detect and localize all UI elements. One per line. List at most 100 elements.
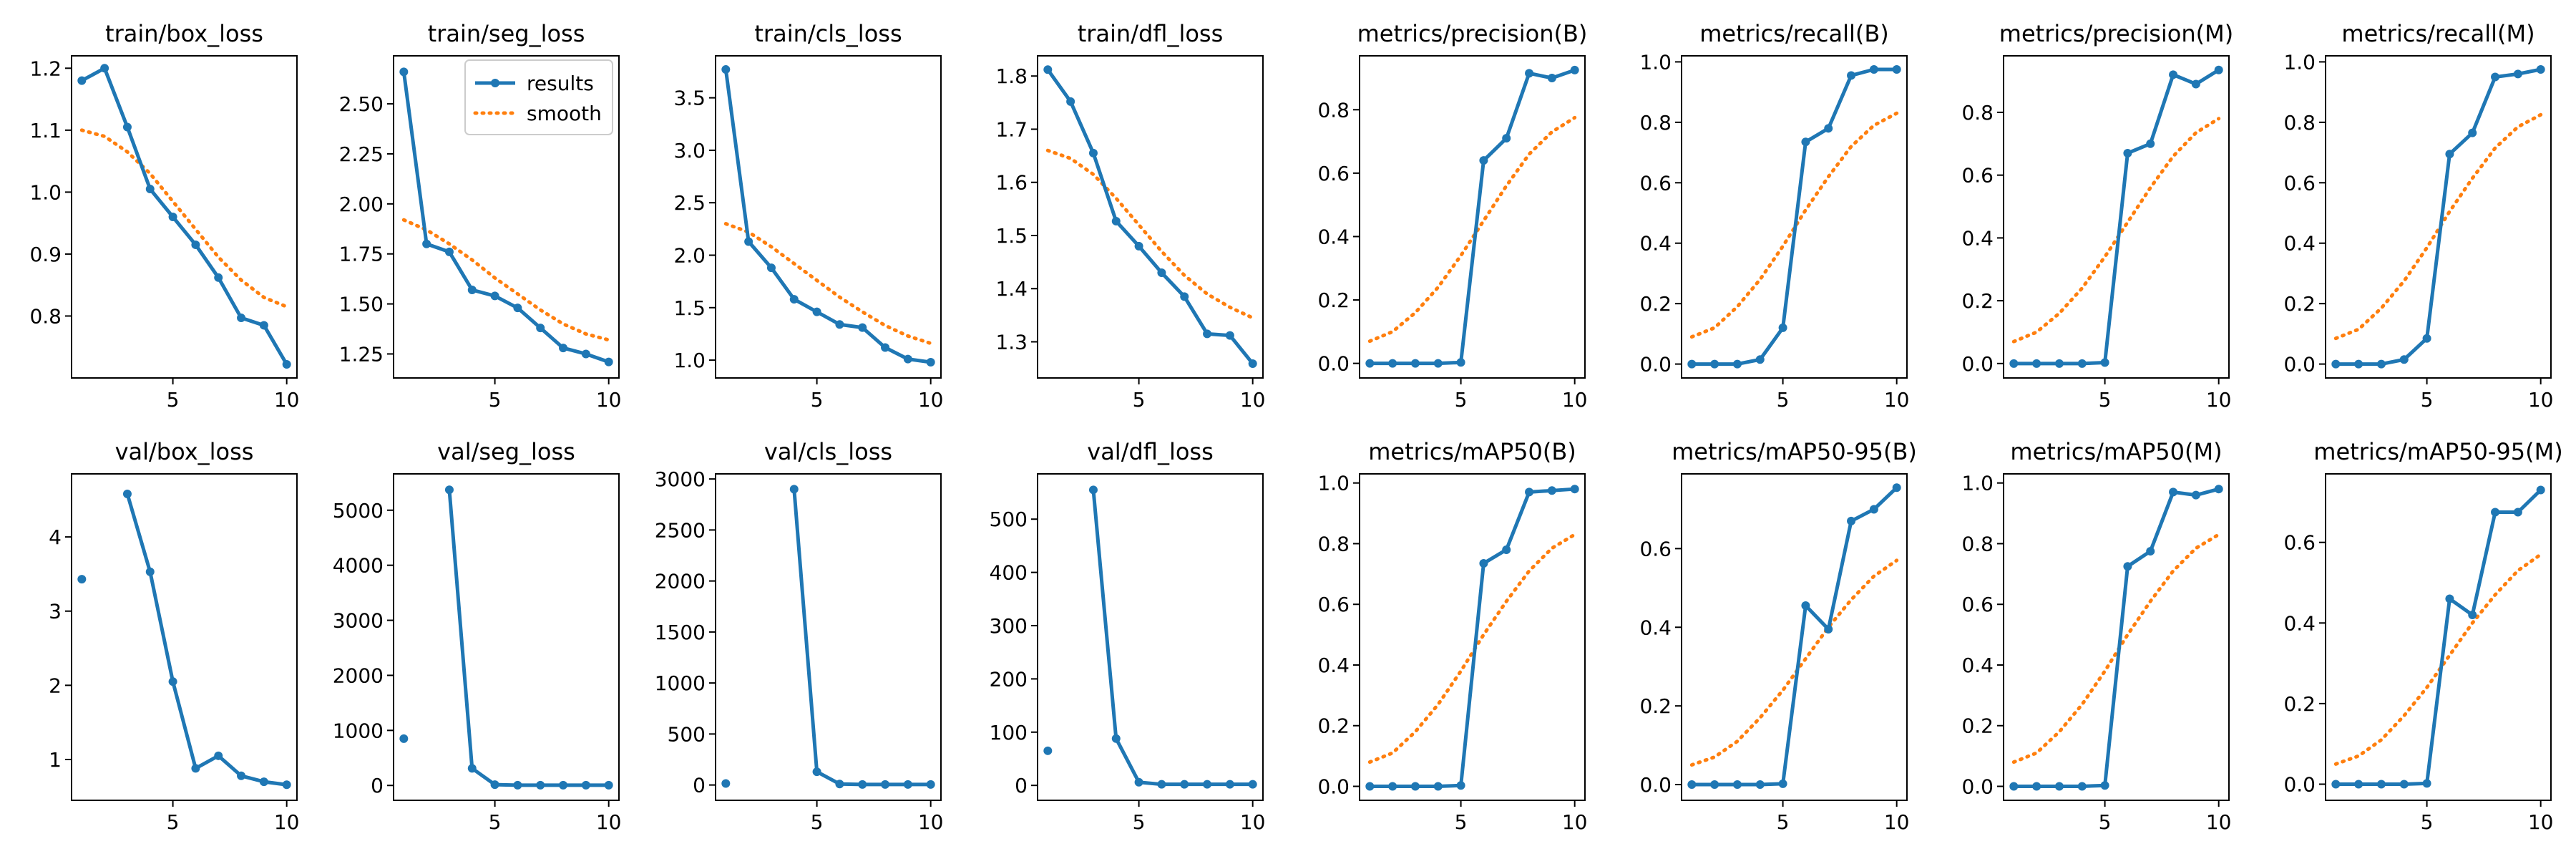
y-tick-label: 0 (693, 774, 706, 797)
y-tick-label: 2000 (655, 570, 706, 593)
y-tick-label: 0.6 (2283, 171, 2316, 195)
results-point (1778, 323, 1787, 332)
results-point (513, 780, 522, 790)
y-tick-label: 0.2 (2283, 692, 2316, 716)
y-tick-label: 0.0 (2283, 353, 2316, 377)
y-tick-label: 0.8 (1961, 101, 1994, 125)
smooth-line (2333, 112, 2543, 341)
subplot: train/seg_loss 5 10 1.25 1.50 1.75 2.00 2.25 2.5… (339, 20, 622, 412)
y-tick-label: 2.50 (339, 92, 384, 116)
subplot-title: val/dfl_loss (1087, 438, 1214, 465)
results-point (721, 779, 731, 788)
results-point (2422, 334, 2431, 343)
results-point (399, 67, 409, 77)
y-tick-label: 2.0 (673, 244, 706, 268)
results-point (2513, 69, 2522, 79)
x-tick-label: 10 (918, 810, 944, 834)
plot-area (2009, 65, 2223, 368)
results-point (1088, 148, 1098, 157)
results-point (536, 780, 545, 790)
plot-area (2009, 485, 2223, 791)
y-tick-label: 0.9 (29, 243, 62, 266)
x-tick-label: 5 (167, 810, 180, 834)
axes-frame (715, 473, 942, 801)
results-point (2354, 780, 2363, 789)
y-tick-label: 0 (371, 774, 384, 797)
y-tick-label: 0.0 (1639, 353, 1672, 377)
axes-frame (2003, 55, 2230, 379)
results-point (1043, 746, 1053, 755)
plot-area (721, 65, 935, 367)
results-point (1892, 483, 1901, 492)
x-tick-label: 10 (1240, 810, 1266, 834)
x-tick-label: 5 (167, 388, 180, 412)
results-point (1824, 625, 1833, 634)
x-tick-label: 5 (811, 388, 824, 412)
legend-box (464, 59, 613, 135)
subplot: metrics/recall(B) 5 10 0.0 0.2 0.4 0.6 0.8 1.0 (1639, 20, 1909, 412)
y-tick-label: 4000 (333, 554, 384, 578)
results-point (2123, 562, 2132, 571)
results-point (2445, 150, 2454, 159)
results-point (1502, 134, 1511, 143)
subplot: val/cls_loss 5 10 0 500 1000 1500 2000 2500 3000 (655, 438, 944, 834)
y-tick-label: 1.5 (673, 296, 706, 320)
subplot: metrics/mAP50-95(B) 5 10 0.0 0.2 0.4 0.6 (1639, 438, 1916, 834)
smooth-line (723, 222, 933, 346)
results-point (1248, 359, 1257, 368)
results-point (1479, 156, 1488, 165)
results-point (145, 185, 155, 194)
y-tick-label: 300 (990, 614, 1028, 638)
x-tick-label: 5 (1455, 388, 1468, 412)
results-point (2331, 359, 2341, 369)
y-tick-label: 0.6 (1961, 164, 1994, 188)
results-point (1456, 358, 1465, 367)
results-point (1088, 485, 1098, 495)
y-tick-label: 0.0 (1639, 773, 1672, 797)
results-point (490, 780, 499, 790)
results-point (2513, 508, 2522, 517)
y-tick-label: 0.0 (2283, 772, 2316, 796)
results-point (259, 777, 268, 787)
y-tick-label: 1000 (655, 671, 706, 695)
results-line (401, 72, 610, 364)
y-tick-label: 2.25 (339, 142, 384, 166)
results-point (1433, 359, 1443, 368)
y-tick-label: 0.2 (1961, 714, 1994, 738)
plot-area (1687, 483, 1901, 790)
results-point (1111, 734, 1121, 743)
y-tick-label: 0.2 (2283, 292, 2316, 316)
y-tick-label: 0.2 (1639, 694, 1672, 718)
x-tick-label: 10 (274, 810, 300, 834)
results-point (1479, 559, 1488, 568)
y-tick-label: 2.00 (339, 193, 384, 216)
results-point (2146, 547, 2155, 556)
y-tick-label: 0.4 (1639, 616, 1672, 639)
results-point (122, 489, 132, 498)
y-tick-label: 1.4 (995, 277, 1028, 301)
results-point (2491, 72, 2500, 82)
results-point (282, 780, 291, 790)
x-tick-label: 5 (811, 810, 824, 834)
x-tick-label: 10 (596, 388, 622, 412)
x-tick-label: 10 (596, 810, 622, 834)
y-tick-label: 1 (49, 748, 62, 772)
smooth-line (2011, 117, 2221, 344)
results-point (490, 291, 499, 301)
y-tick-label: 0.8 (29, 304, 62, 328)
axes-frame (715, 55, 942, 379)
smooth-line (1367, 115, 1577, 344)
results-point (168, 213, 177, 221)
x-tick-label: 5 (1455, 810, 1468, 834)
results-point (1203, 780, 1212, 789)
y-tick-label: 0.4 (2283, 611, 2316, 635)
y-tick-label: 0.8 (1317, 532, 1350, 555)
y-tick-label: 0.4 (1317, 225, 1350, 248)
subplot-title: metrics/mAP50(M) (2010, 438, 2222, 465)
results-line (792, 489, 931, 787)
y-tick-label: 1.7 (995, 117, 1028, 141)
subplot-title: metrics/mAP50-95(B) (1672, 438, 1917, 465)
subplot: metrics/recall(M) 5 10 0.0 0.2 0.4 0.6 0.8 1.0 (2283, 20, 2553, 412)
results-point (744, 237, 753, 246)
results-point (604, 780, 613, 790)
